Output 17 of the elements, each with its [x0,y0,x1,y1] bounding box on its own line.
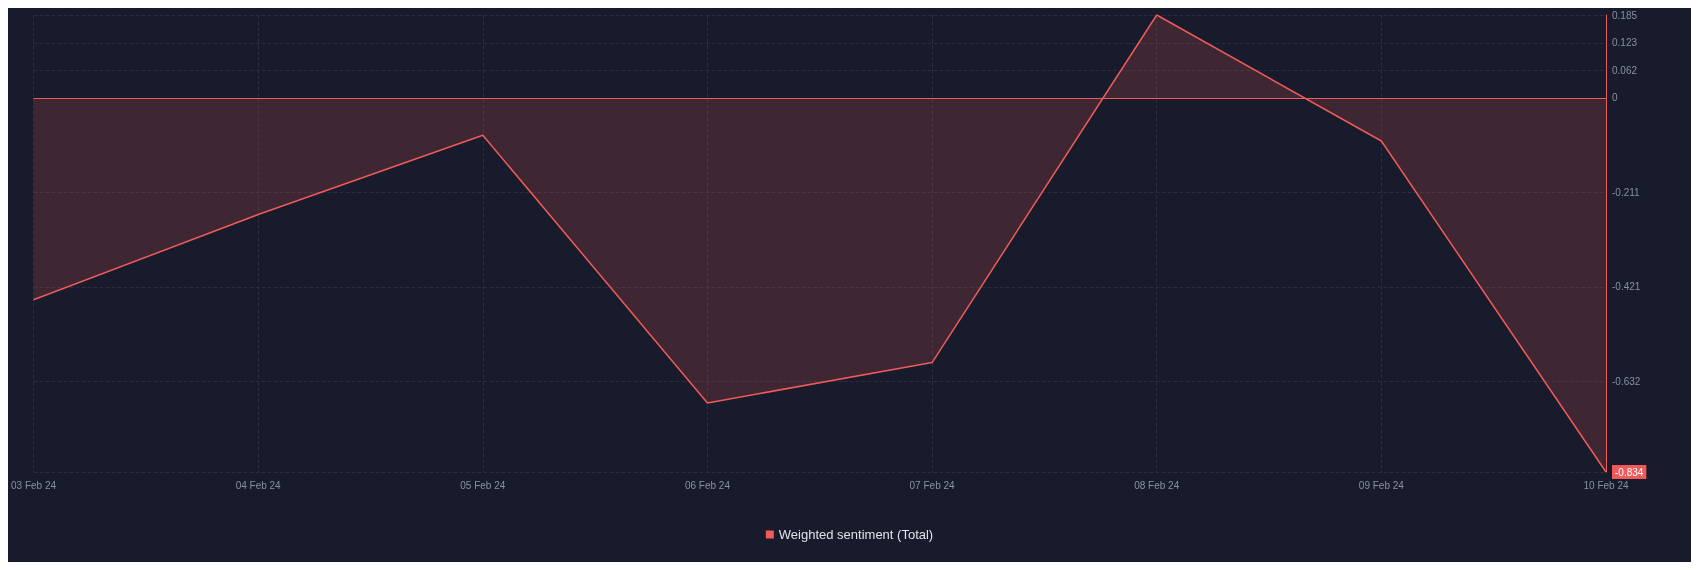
y-tick-label: 0.123 [1612,37,1638,49]
y-tick-label: 0 [1612,92,1618,104]
x-tick-label: 05 Feb 24 [460,479,506,491]
x-tick-label: 09 Feb 24 [1358,479,1405,491]
y-tick-label: -0.421 [1612,281,1641,293]
x-tick-label: 04 Feb 24 [235,479,282,491]
y-tick-label: -0.632 [1612,375,1641,387]
x-tick-label: 10 Feb 24 [1583,479,1629,491]
x-tick-label: 08 Feb 24 [1134,479,1180,491]
y-tick-label: -0.834 [1615,466,1644,478]
x-tick-label: 07 Feb 24 [909,479,956,491]
y-tick-label: -0.211 [1612,187,1641,199]
x-tick-label: 03 Feb 24 [10,479,57,491]
legend-label: Weighted sentiment (Total) [778,527,934,542]
x-tick-label: 06 Feb 24 [684,479,731,491]
y-tick-label: 0.062 [1612,64,1638,76]
y-tick-label: 0.185 [1612,9,1638,21]
